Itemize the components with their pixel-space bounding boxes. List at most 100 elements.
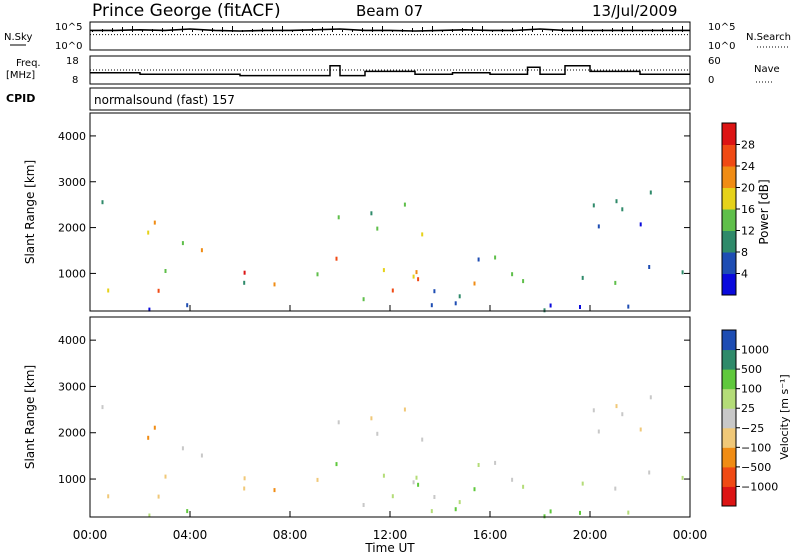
velocity-colorbar-tick-label: 25 — [741, 402, 755, 415]
velocity-colorbar-swatch — [722, 486, 736, 507]
nsearch-label: N.Search — [746, 32, 791, 43]
noise-left-tick-top: 10^5 — [55, 22, 82, 33]
ytick-label: 3000 — [58, 176, 86, 189]
power-cell — [522, 279, 525, 284]
power-colorbar-swatch — [722, 230, 736, 253]
velocity-cell — [335, 462, 338, 467]
time-xlabel: Time UT — [364, 541, 415, 554]
velocity-ylabel: Slant Range [km] — [23, 365, 37, 469]
velocity-yticks: 1000 2000 3000 4000 — [58, 334, 690, 486]
velocity-cell — [648, 470, 651, 475]
velocity-colorbar-swatch — [722, 447, 736, 468]
xtick-label: 08:00 — [273, 528, 308, 542]
power-cell — [273, 282, 276, 287]
velocity-cell — [522, 484, 525, 489]
power-cell — [430, 303, 433, 308]
power-cell — [243, 270, 246, 275]
power-cell — [681, 270, 684, 275]
velocity-cell — [153, 425, 156, 430]
power-cell — [164, 269, 167, 273]
power-cell — [335, 256, 338, 261]
xtick-label: 12:00 — [373, 528, 408, 542]
power-cell — [391, 288, 394, 293]
power-cell — [337, 215, 340, 220]
velocity-cell — [382, 473, 385, 478]
power-cell — [639, 222, 642, 227]
power-cell — [458, 294, 461, 299]
velocity-cell — [615, 404, 618, 409]
velocity-cell — [157, 494, 160, 499]
velocity-cell — [581, 481, 584, 486]
velocity-colorbar-swatch — [722, 466, 736, 487]
power-cell — [511, 272, 514, 277]
nsky-label: N.Sky — [4, 32, 32, 43]
power-colorbar-tick-label: 28 — [741, 139, 755, 152]
power-colorbar-tick-label: 12 — [741, 225, 755, 238]
velocity-colorbar-swatch — [722, 388, 736, 409]
freq-label: Freq. — [16, 58, 41, 69]
freq-right-tick-bottom: 0 — [708, 75, 714, 86]
velocity-cell — [316, 477, 319, 482]
velocity-colorbar-swatch — [722, 349, 736, 370]
power-cell — [543, 308, 546, 313]
velocity-cell — [621, 412, 624, 417]
velocity-colorbar-tick-label: −25 — [741, 422, 764, 435]
freq-series — [90, 65, 690, 77]
velocity-cell — [107, 494, 110, 499]
power-cell — [412, 274, 415, 279]
freq-line-freq — [90, 65, 690, 77]
velocity-cell — [148, 513, 151, 518]
velocity-cell — [627, 510, 630, 515]
power-cell — [376, 226, 379, 231]
beam-title: Beam 07 — [356, 2, 423, 20]
power-ylabel: Slant Range [km] — [23, 160, 37, 264]
velocity-cell — [649, 395, 652, 400]
power-cell — [107, 288, 110, 293]
cpid-panel-frame — [89, 87, 691, 111]
velocity-cell — [273, 488, 276, 493]
xtick-label: 00:00 — [673, 528, 708, 542]
power-colorbar-tick-label: 24 — [741, 160, 755, 173]
velocity-cell — [458, 500, 461, 505]
ytick-label: 4000 — [58, 334, 86, 347]
velocity-cell — [494, 460, 497, 465]
power-cell — [243, 280, 246, 285]
power-cell — [579, 305, 581, 309]
velocity-colorbar-tick-label: 1000 — [741, 344, 769, 357]
velocity-cell — [415, 475, 418, 480]
power-cell — [615, 199, 618, 204]
power-cell — [581, 275, 584, 280]
power-cell — [494, 255, 497, 260]
cpid-value: normalsound (fast) 157 — [94, 93, 235, 107]
velocity-cell — [681, 475, 684, 480]
cpid-label: CPID — [6, 92, 35, 105]
velocity-cell — [454, 507, 457, 512]
velocity-cell — [376, 431, 379, 436]
ytick-label: 4000 — [58, 130, 86, 143]
time-axis: 00:00 04:00 08:00 12:00 16:00 20:00 00:00 — [73, 305, 708, 542]
power-cell — [153, 220, 156, 225]
velocity-colorbar-tick-label: −100 — [741, 441, 771, 454]
velocity-cell — [403, 407, 406, 412]
power-colorbar-tick-label: 20 — [741, 182, 755, 195]
velocity-colorbar-tick-label: −500 — [741, 461, 771, 474]
velocity-colorbar-frame — [721, 329, 737, 507]
freq-right-tick-top: 60 — [708, 56, 721, 67]
velocity-colorbar-tick-label: 100 — [741, 383, 762, 396]
ytick-label: 1000 — [58, 267, 86, 280]
velocity-cell — [391, 494, 394, 499]
noise-left-tick-bottom: 10^0 — [55, 41, 82, 52]
velocity-cell — [473, 487, 476, 492]
power-colorbar-swatch — [722, 209, 736, 231]
velocity-colorbar: 1000 500 100 25 −25 −100 −500 −1000 — [721, 329, 778, 507]
power-cell — [415, 270, 418, 275]
power-cell — [181, 241, 184, 246]
power-cell — [370, 211, 373, 216]
velocity-colorbar-tick-label: −1000 — [741, 480, 778, 493]
freq-unit-label: [MHz] — [6, 70, 35, 81]
power-colorbar-swatch — [722, 166, 736, 188]
noise-series — [90, 26, 690, 36]
xtick-label: 00:00 — [73, 528, 108, 542]
